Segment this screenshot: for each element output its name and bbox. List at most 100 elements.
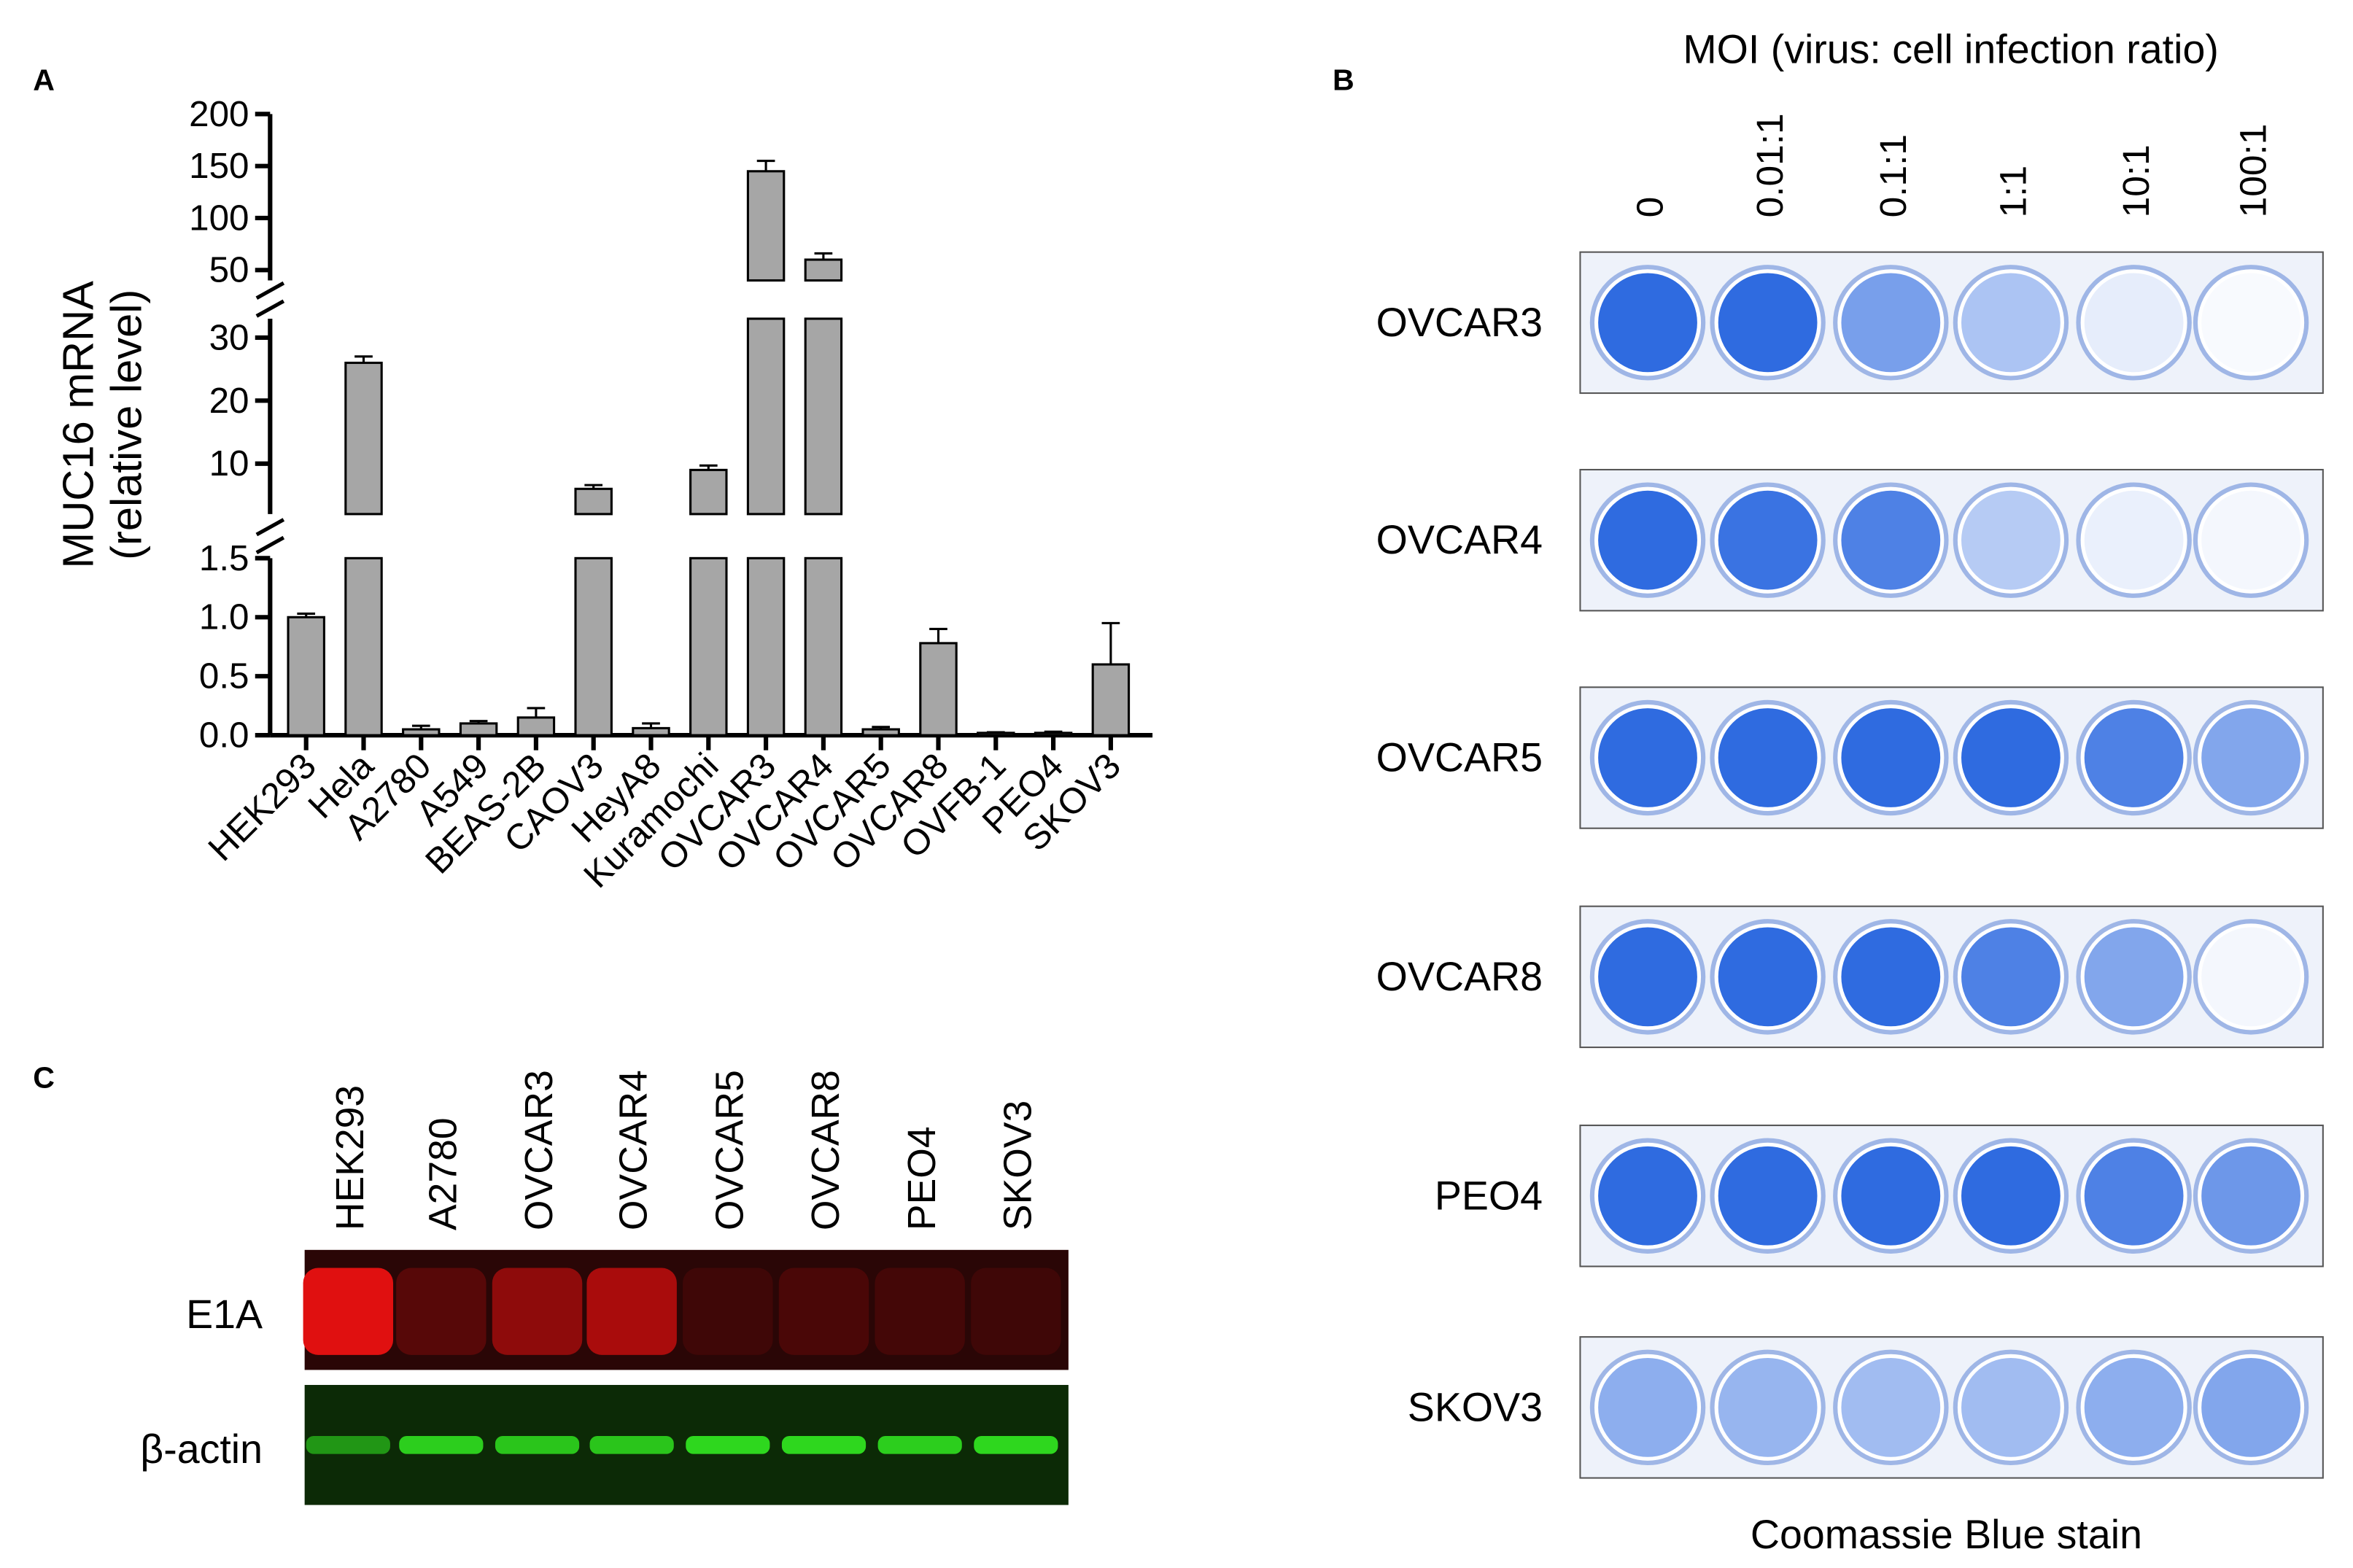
row-label: β-actin: [140, 1427, 263, 1472]
y-tick-label: 10: [209, 443, 249, 484]
well: [1841, 273, 1941, 373]
error-bar: [354, 355, 373, 363]
panel-label: C: [33, 1061, 55, 1095]
bar: [861, 728, 900, 737]
well-rim: [2193, 919, 2309, 1035]
band: [877, 1435, 962, 1454]
bar: [1034, 731, 1073, 737]
well: [2084, 273, 2184, 373]
well: [1841, 1357, 1941, 1457]
y-tick-label: 100: [189, 198, 249, 238]
error-bar: [756, 160, 775, 171]
y-axis-label-line: (relative level): [101, 290, 150, 560]
error-bar: [1101, 621, 1120, 665]
bar: [804, 317, 843, 516]
well: [1598, 1357, 1697, 1457]
well-rim: [1953, 1349, 2069, 1466]
band: [399, 1435, 484, 1454]
error-bar: [469, 720, 488, 723]
error-bar: [642, 722, 660, 729]
bar: [287, 616, 325, 737]
well: [1961, 490, 2061, 590]
lane-label: OVCAR3: [518, 1070, 561, 1230]
well: [2201, 1357, 2300, 1457]
bar: [344, 556, 383, 737]
column-label: 100:1: [2232, 124, 2274, 218]
well-rim: [2193, 482, 2309, 598]
bar: [804, 258, 843, 282]
band: [686, 1435, 770, 1454]
band: [586, 1268, 677, 1355]
band: [974, 1435, 1058, 1454]
band: [306, 1435, 390, 1454]
bar: [574, 487, 613, 516]
panel-label: B: [1333, 63, 1354, 96]
well: [2084, 708, 2184, 807]
y-tick-label: 150: [189, 146, 249, 186]
row-label: PEO4: [1435, 1173, 1543, 1218]
axis-break: [255, 299, 285, 318]
error-bar: [929, 627, 947, 643]
panel-label: A: [33, 63, 55, 96]
well-rim: [1833, 1349, 1949, 1466]
bar: [459, 722, 498, 737]
bar: [632, 726, 670, 737]
error-bar: [584, 484, 603, 489]
error-bar: [1044, 730, 1063, 733]
axis-break: [255, 281, 285, 300]
well: [2084, 490, 2184, 590]
well: [1598, 708, 1697, 807]
lane-label: OVCAR8: [805, 1070, 848, 1230]
band: [683, 1268, 773, 1355]
y-tick-label: 200: [189, 94, 249, 134]
well: [1598, 490, 1697, 590]
band: [875, 1268, 965, 1355]
band: [495, 1435, 580, 1454]
bar: [804, 556, 843, 737]
well: [2084, 927, 2184, 1027]
well-rim: [1953, 265, 2069, 381]
x-tick-label: HEK293: [201, 745, 324, 869]
row-label: SKOV3: [1408, 1384, 1543, 1429]
column-label: 0.1:1: [1872, 134, 1914, 217]
bar: [402, 728, 441, 737]
column-label: 1:1: [1991, 166, 2034, 217]
row-label: OVCAR8: [1376, 954, 1543, 999]
y-tick-label: 30: [209, 317, 249, 357]
well-rim: [2076, 265, 2192, 381]
well: [1961, 708, 2061, 807]
well-rim: [2076, 482, 2192, 598]
well: [1961, 1357, 2061, 1457]
well: [1718, 708, 1818, 807]
well: [1598, 927, 1697, 1027]
bar: [746, 556, 786, 737]
row-label: E1A: [186, 1292, 263, 1337]
well: [2201, 927, 2300, 1027]
bar: [689, 556, 728, 737]
error-bar: [297, 612, 316, 618]
y-tick-label: 20: [209, 381, 249, 421]
well: [1961, 273, 2061, 373]
error-bar: [411, 724, 430, 730]
bar: [746, 170, 786, 282]
well: [1841, 708, 1941, 807]
well: [1841, 1146, 1941, 1246]
well: [2201, 708, 2300, 807]
bar: [516, 716, 556, 737]
axis-break: [255, 535, 285, 554]
lane-label: HEK293: [329, 1085, 372, 1230]
band: [971, 1268, 1061, 1355]
y-axis-label: MUC16 mRNA (relative level): [54, 281, 151, 569]
band: [492, 1268, 583, 1355]
row-label: OVCAR3: [1376, 300, 1543, 345]
band: [396, 1268, 487, 1355]
well: [1718, 273, 1818, 373]
column-label: 10:1: [2114, 144, 2157, 217]
lane-label: PEO4: [901, 1126, 944, 1230]
lane-label: OVCAR5: [708, 1070, 751, 1230]
well: [1598, 273, 1697, 373]
panel-title: MOI (virus: cell infection ratio): [1683, 26, 2218, 71]
caption: Coomassie Blue stain: [1751, 1512, 2142, 1557]
well: [2201, 490, 2300, 590]
